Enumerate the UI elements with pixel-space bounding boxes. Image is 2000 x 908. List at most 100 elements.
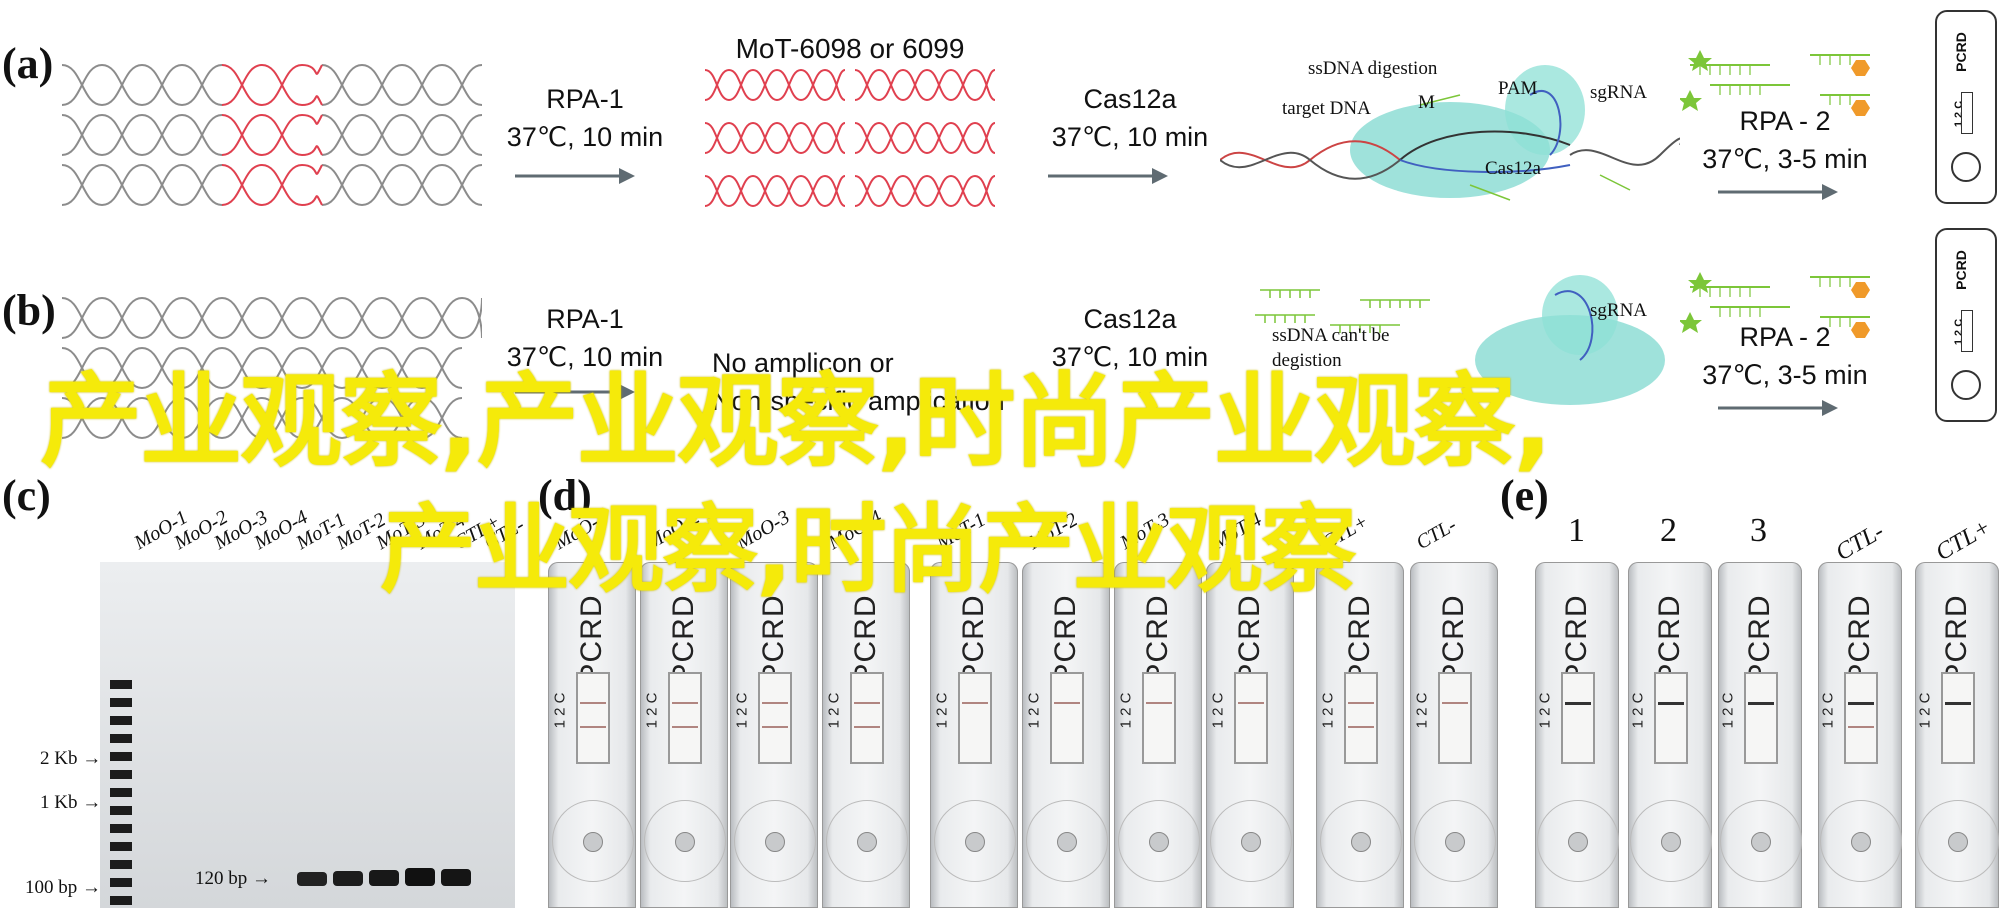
panel-e-label: (e) <box>1500 471 1549 520</box>
panel-b-step3: RPA - 2 37℃, 3-5 min <box>1690 318 1880 394</box>
step2-name: Cas12a <box>1083 304 1177 334</box>
strip-line-labels: 1 2 C <box>825 692 843 729</box>
cassette-sample-well <box>1951 370 1981 400</box>
panel-b-dna-helices <box>62 296 482 440</box>
control-line <box>672 702 698 704</box>
strip-sample-pad <box>1118 800 1200 882</box>
pcrd-strip: PCRD 1 2 C <box>1022 562 1110 908</box>
step1-name: RPA-1 <box>546 84 624 114</box>
strip-line-labels: 1 2 C <box>643 692 661 729</box>
strip-sample-pad <box>1026 800 1108 882</box>
panel-c-gel <box>100 562 515 908</box>
strip-line-labels: 1 2 C <box>1319 692 1337 729</box>
panel-a-step3: RPA - 2 37℃, 3-5 min <box>1690 102 1880 178</box>
strip-brand: PCRD <box>1940 594 1973 684</box>
strip-sample-pad <box>1210 800 1292 882</box>
panel-e-lane-label: 1 <box>1568 512 1585 549</box>
cassette-sample-well <box>1951 152 1981 182</box>
strip-sample-well <box>1149 832 1169 852</box>
dna-ladder <box>110 680 132 905</box>
strip-sample-pad <box>1820 800 1902 882</box>
label-sgrna: sgRNA <box>1590 82 1648 103</box>
strip-window <box>1941 672 1975 764</box>
band-mot-1 <box>297 872 327 886</box>
band-mot-2 <box>333 871 363 886</box>
marker-1kb-text: 1 Kb <box>40 792 78 813</box>
label-cannot-line2: degistion <box>1272 350 1342 371</box>
cassette-window <box>1961 92 1973 134</box>
strip-line-labels: 1 2 C <box>1819 692 1837 729</box>
control-line <box>1348 702 1374 704</box>
strip-sample-well <box>1057 832 1077 852</box>
strip-sample-well <box>1568 832 1588 852</box>
pcrd-strip: PCRD 1 2 C <box>1535 562 1619 908</box>
control-line <box>1054 702 1080 704</box>
strip-brand: PCRD <box>1437 594 1470 684</box>
mot-label: MoT-6098 or 6099 <box>735 33 965 64</box>
strip-sample-well <box>857 832 877 852</box>
panel-b-arrow1 <box>515 384 635 400</box>
strip-brand: PCRD <box>1743 594 1776 684</box>
test-line <box>854 726 880 728</box>
strip-line-labels: 1 2 C <box>1025 692 1043 729</box>
strip-line-labels: 1 2 C <box>551 692 569 729</box>
panel-c-label: (c) <box>2 471 51 520</box>
strip-window <box>668 672 702 764</box>
control-line <box>1848 702 1874 705</box>
strip-line-labels: 1 2 C <box>1413 692 1431 729</box>
strip-sample-well <box>765 832 785 852</box>
label-cas12a: Cas12a <box>1485 158 1541 179</box>
test-line <box>762 726 788 728</box>
step1-name: RPA-1 <box>546 304 624 334</box>
panel-b-cas12a-diagram <box>1255 275 1665 405</box>
test-line <box>1348 726 1374 728</box>
pcrd-strip: PCRD 1 2 C <box>548 562 636 908</box>
step3-name: RPA - 2 <box>1739 106 1831 136</box>
strip-sample-well <box>965 832 985 852</box>
pcrd-strip: PCRD 1 2 C <box>930 562 1018 908</box>
panel-a-cas12a-diagram <box>1220 65 1680 201</box>
strip-window <box>1844 672 1878 764</box>
step2-condition: 37℃, 10 min <box>1051 342 1209 372</box>
test-line <box>672 726 698 728</box>
panel-b-arrow3 <box>1718 400 1838 416</box>
panel-b-step2: Cas12a 37℃, 10 min <box>1040 300 1220 376</box>
step3-name: RPA - 2 <box>1739 322 1831 352</box>
strip-window <box>1344 672 1378 764</box>
d-lane-label: CTL- <box>1412 513 1461 555</box>
band-label-text: 120 bp <box>195 868 248 889</box>
strip-window <box>1438 672 1472 764</box>
panel-a-arrow3 <box>1718 184 1838 200</box>
strip-line-labels: 1 2 C <box>733 692 751 729</box>
band-label-120bp: 120 bp → <box>195 868 271 889</box>
pcrd-strip: PCRD 1 2 C <box>1206 562 1294 908</box>
strip-sample-well <box>1948 832 1968 852</box>
strip-line-labels: 1 2 C <box>1629 692 1647 729</box>
pcrd-strip: PCRD 1 2 C <box>1114 562 1202 908</box>
strip-line-labels: 1 2 C <box>1209 692 1227 729</box>
no-amplicon-line1: No amplicon or <box>712 348 894 378</box>
strip-brand: PCRD <box>1560 594 1593 684</box>
control-line <box>762 702 788 704</box>
strip-window <box>1654 672 1688 764</box>
pcrd-strip: PCRD 1 2 C <box>640 562 728 908</box>
panel-e-lane-label: 2 <box>1660 512 1677 549</box>
pcrd-strip: PCRD 1 2 C <box>1628 562 1712 908</box>
cassette-brand: PCRD <box>1952 250 1969 290</box>
label-ssdna-digestion: ssDNA digestion <box>1308 58 1438 79</box>
strip-sample-well <box>1351 832 1371 852</box>
label-pam: PAM <box>1498 78 1538 99</box>
pcrd-strip: PCRD 1 2 C <box>1718 562 1802 908</box>
strip-sample-pad <box>644 800 726 882</box>
test-line <box>1848 726 1874 728</box>
label-m: M <box>1418 92 1435 113</box>
strip-window <box>1142 672 1176 764</box>
pcrd-strip: PCRD 1 2 C <box>1818 562 1902 908</box>
panel-e-lane-label: CTL+ <box>1931 514 1996 567</box>
strip-sample-well <box>1661 832 1681 852</box>
panel-b-label: (b) <box>2 286 56 335</box>
step2-condition: 37℃, 10 min <box>1051 122 1209 152</box>
strip-window <box>576 672 610 764</box>
strip-window <box>1744 672 1778 764</box>
strip-window <box>850 672 884 764</box>
